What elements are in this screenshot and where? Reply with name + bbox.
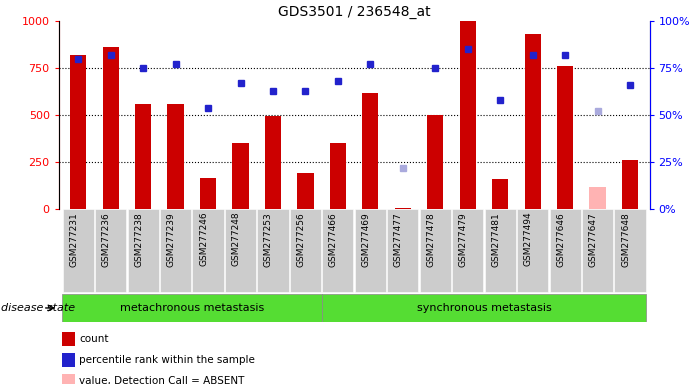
Text: GSM277253: GSM277253 [264,212,273,266]
Text: GSM277256: GSM277256 [296,212,305,266]
Bar [160,209,191,292]
Text: GSM277238: GSM277238 [134,212,143,266]
Bar [492,179,509,209]
Bar [354,209,386,292]
Bar [70,55,86,209]
Bar [322,209,354,292]
Bar [167,104,184,209]
Text: GSM277231: GSM277231 [69,212,78,266]
Bar [322,294,646,322]
Text: percentile rank within the sample: percentile rank within the sample [79,355,256,365]
Text: GSM277477: GSM277477 [394,212,403,266]
Text: GSM277236: GSM277236 [102,212,111,266]
Text: GSM277494: GSM277494 [524,212,533,266]
Text: GSM277469: GSM277469 [361,212,370,266]
Text: count: count [79,334,109,344]
Bar [622,161,638,209]
Bar [62,294,322,322]
Text: GSM277648: GSM277648 [621,212,630,266]
Bar [419,209,451,292]
Bar [95,209,126,292]
Bar [460,21,476,209]
Bar [614,209,645,292]
Bar [524,34,541,209]
Bar [549,209,580,292]
Text: GSM277466: GSM277466 [329,212,338,266]
Text: GSM277478: GSM277478 [426,212,435,266]
Bar [102,48,119,209]
Bar [63,209,94,292]
Bar [330,144,346,209]
Text: GSM277246: GSM277246 [199,212,208,266]
Text: GSM277479: GSM277479 [459,212,468,266]
Bar [258,209,289,292]
Bar [557,66,574,209]
Bar [297,172,314,209]
Text: GSM277481: GSM277481 [491,212,500,266]
Title: GDS3501 / 236548_at: GDS3501 / 236548_at [278,5,430,19]
Text: GSM277248: GSM277248 [231,212,240,266]
Bar [484,209,515,292]
Bar [387,209,419,292]
Text: GSM277646: GSM277646 [556,212,565,266]
Bar [265,116,281,209]
Text: disease state: disease state [1,303,75,313]
Bar [427,115,444,209]
Bar [200,178,216,209]
Bar [589,187,606,209]
Text: GSM277239: GSM277239 [167,212,176,266]
Bar [232,144,249,209]
Bar [135,104,151,209]
Text: metachronous metastasis: metachronous metastasis [120,303,264,313]
Bar [452,209,483,292]
Bar [362,93,379,209]
Bar [193,209,224,292]
Bar [225,209,256,292]
Bar [128,209,159,292]
Text: GSM277647: GSM277647 [589,212,598,266]
Text: value, Detection Call = ABSENT: value, Detection Call = ABSENT [79,376,245,384]
Bar [582,209,613,292]
Bar [290,209,321,292]
Text: synchronous metastasis: synchronous metastasis [417,303,551,313]
Bar [517,209,548,292]
